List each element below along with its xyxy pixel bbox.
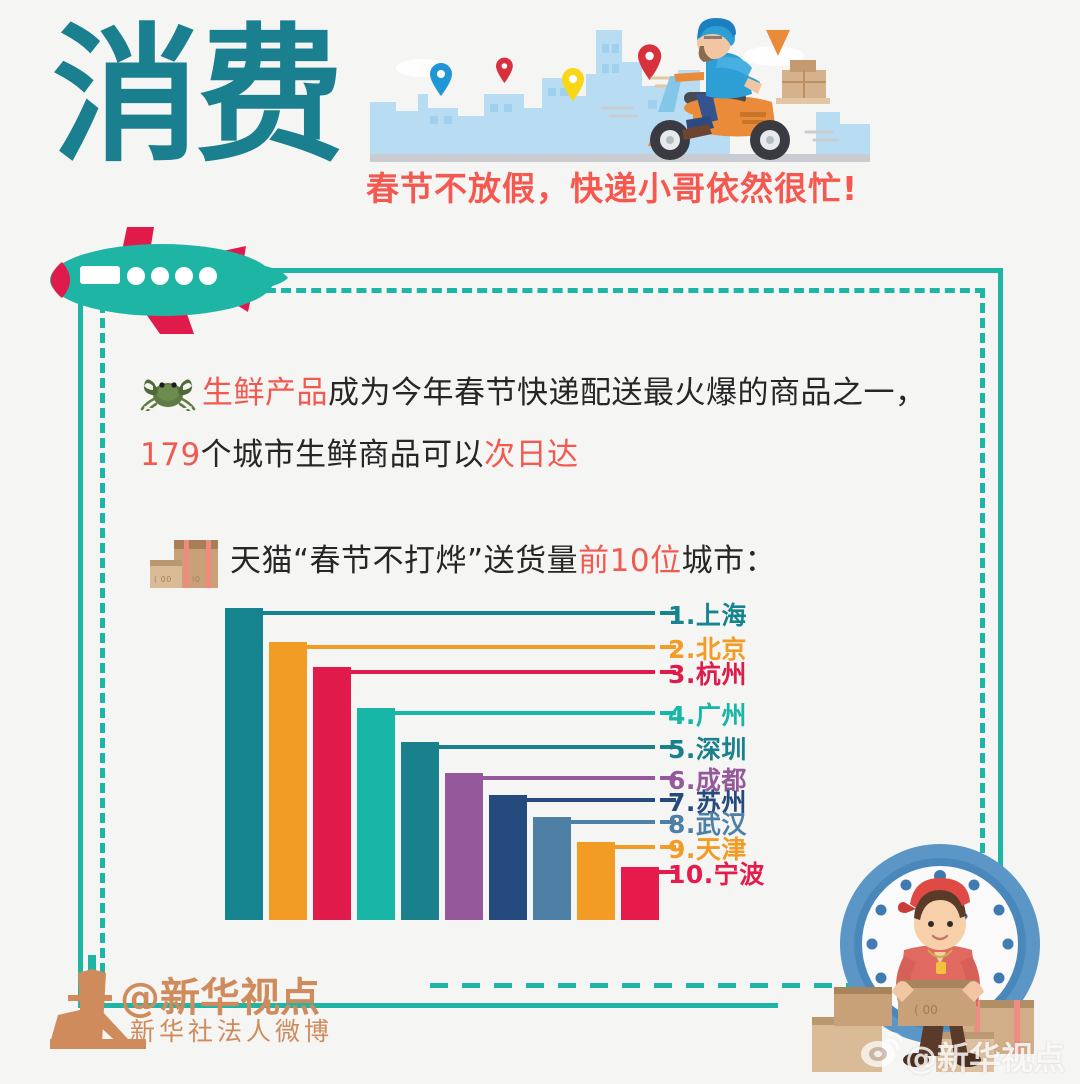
page-title: 消费 xyxy=(52,10,344,182)
crab-icon xyxy=(140,370,196,413)
legend-label-2: 2.北京 xyxy=(668,635,747,664)
legend-tick-1 xyxy=(660,611,676,615)
frame-solid-border-bottom xyxy=(78,1003,778,1008)
map-pin-yellow xyxy=(562,68,584,101)
legend-label-4: 4.广州 xyxy=(668,701,747,730)
airplane-icon xyxy=(32,222,312,342)
leader-line-8 xyxy=(567,820,655,824)
leader-line-5 xyxy=(435,745,655,749)
p2-highlight: 前10位 xyxy=(578,543,682,579)
legend-label-5: 5.深圳 xyxy=(668,735,747,764)
p1-highlight-1: 生鲜产品 xyxy=(202,375,328,411)
leader-line-6 xyxy=(479,776,655,780)
cone-icon xyxy=(766,30,790,56)
page-subtitle: 春节不放假，快递小哥依然很忙! xyxy=(366,169,859,208)
leader-line-1 xyxy=(259,611,655,615)
bar-3 xyxy=(313,667,351,920)
legend-label-3: 3.杭州 xyxy=(668,660,747,689)
legend-tick-9 xyxy=(660,845,676,849)
bar-1 xyxy=(225,608,263,920)
leader-line-4 xyxy=(391,711,655,715)
p1-highlight-2: 179 xyxy=(140,437,201,473)
leader-stub-10 xyxy=(655,867,659,877)
p1-text-2: 个城市生鲜商品可以 xyxy=(200,437,485,473)
paragraph-fresh-products: 生鲜产品成为今年春节快递配送最火爆的商品之一， 179个城市生鲜商品可以次日达 xyxy=(140,362,970,486)
leader-line-7 xyxy=(523,798,655,802)
leader-line-3 xyxy=(347,670,655,674)
delivery-scooter-cityscape-illustration xyxy=(370,16,870,166)
logo-handle: @新华视点 xyxy=(120,975,320,1021)
legend-label-9: 9.天津 xyxy=(668,835,747,864)
bar-8 xyxy=(533,817,571,920)
legend-label-10: 10.宁波 xyxy=(668,860,765,889)
logo-subtitle: 新华社法人微博 xyxy=(130,1017,334,1046)
leader-stub-8 xyxy=(567,817,571,827)
chart-bars-area xyxy=(225,608,685,920)
legend-tick-8 xyxy=(660,820,676,824)
legend-tick-3 xyxy=(660,670,676,674)
leader-line-9 xyxy=(611,845,655,849)
bar-2 xyxy=(269,642,307,920)
watermark-text: @新华视点 xyxy=(905,1039,1066,1077)
legend-label-8: 8.武汉 xyxy=(668,810,747,839)
legend-tick-7 xyxy=(660,798,676,802)
legend-tick-4 xyxy=(660,711,676,715)
courier-figure: ( 00 xyxy=(892,878,984,1067)
p2-text-1: 天猫“春节不打烨”送货量 xyxy=(230,543,579,579)
bar-chart: 1.上海 2.北京 3.杭州 4.广州 5.深圳 6.成都 7.苏州 8.武汉 9.天津 10.宁… xyxy=(225,601,765,928)
leader-stub-2 xyxy=(303,642,307,652)
frame-dashed-border xyxy=(100,288,985,988)
leader-stub-5 xyxy=(435,742,439,752)
svg-text:( 00: ( 00 xyxy=(914,1003,938,1017)
legend-label-1: 1.上海 xyxy=(668,601,747,630)
leader-line-2 xyxy=(303,645,655,649)
legend-tick-10 xyxy=(660,870,676,874)
map-pin-red-small xyxy=(496,57,513,83)
map-pin-red xyxy=(638,44,662,80)
legend-label-7: 7.苏州 xyxy=(668,788,747,817)
frame-solid-border xyxy=(78,268,1003,1008)
bar-4 xyxy=(357,708,395,920)
svg-text:I0: I0 xyxy=(192,575,200,584)
leader-stub-3 xyxy=(347,667,351,677)
frame-dashed-border-bottom xyxy=(430,983,985,988)
leader-stub-1 xyxy=(259,608,263,618)
bar-5 xyxy=(401,742,439,920)
paragraph-tmall-top10: ( 00 I0 天猫“春节不打烨”送货量 前10位 城市： xyxy=(148,530,978,592)
svg-text:( 00: ( 00 xyxy=(154,575,172,584)
legend-tick-6 xyxy=(660,776,676,780)
leader-stub-6 xyxy=(479,773,483,783)
legend-tick-5 xyxy=(660,745,676,749)
leader-stub-4 xyxy=(391,708,395,718)
legend-tick-2 xyxy=(660,645,676,649)
weibo-eye-icon xyxy=(860,1030,906,1070)
bar-7 xyxy=(489,795,527,920)
p2-text-2: 城市： xyxy=(681,543,777,579)
scooter-rider xyxy=(648,18,830,160)
xinhua-tower-logo xyxy=(50,955,450,1065)
clock-courier-illustration: ( 00 xyxy=(792,832,1080,1080)
leader-stub-7 xyxy=(523,795,527,805)
bar-10 xyxy=(621,867,659,920)
bar-9 xyxy=(577,842,615,920)
bar-6 xyxy=(445,773,483,920)
legend-label-6: 6.成都 xyxy=(668,766,747,795)
header-section: 消费 春节不放假，快递小哥依然很忙! xyxy=(0,0,1080,225)
p1-highlight-3: 次日达 xyxy=(484,437,579,473)
package-boxes-icon: ( 00 I0 xyxy=(148,530,220,592)
p1-text-1: 成为今年春节快递配送最火爆的商品之一， xyxy=(328,375,927,411)
map-pin-blue xyxy=(430,63,452,96)
leader-stub-9 xyxy=(611,842,615,852)
